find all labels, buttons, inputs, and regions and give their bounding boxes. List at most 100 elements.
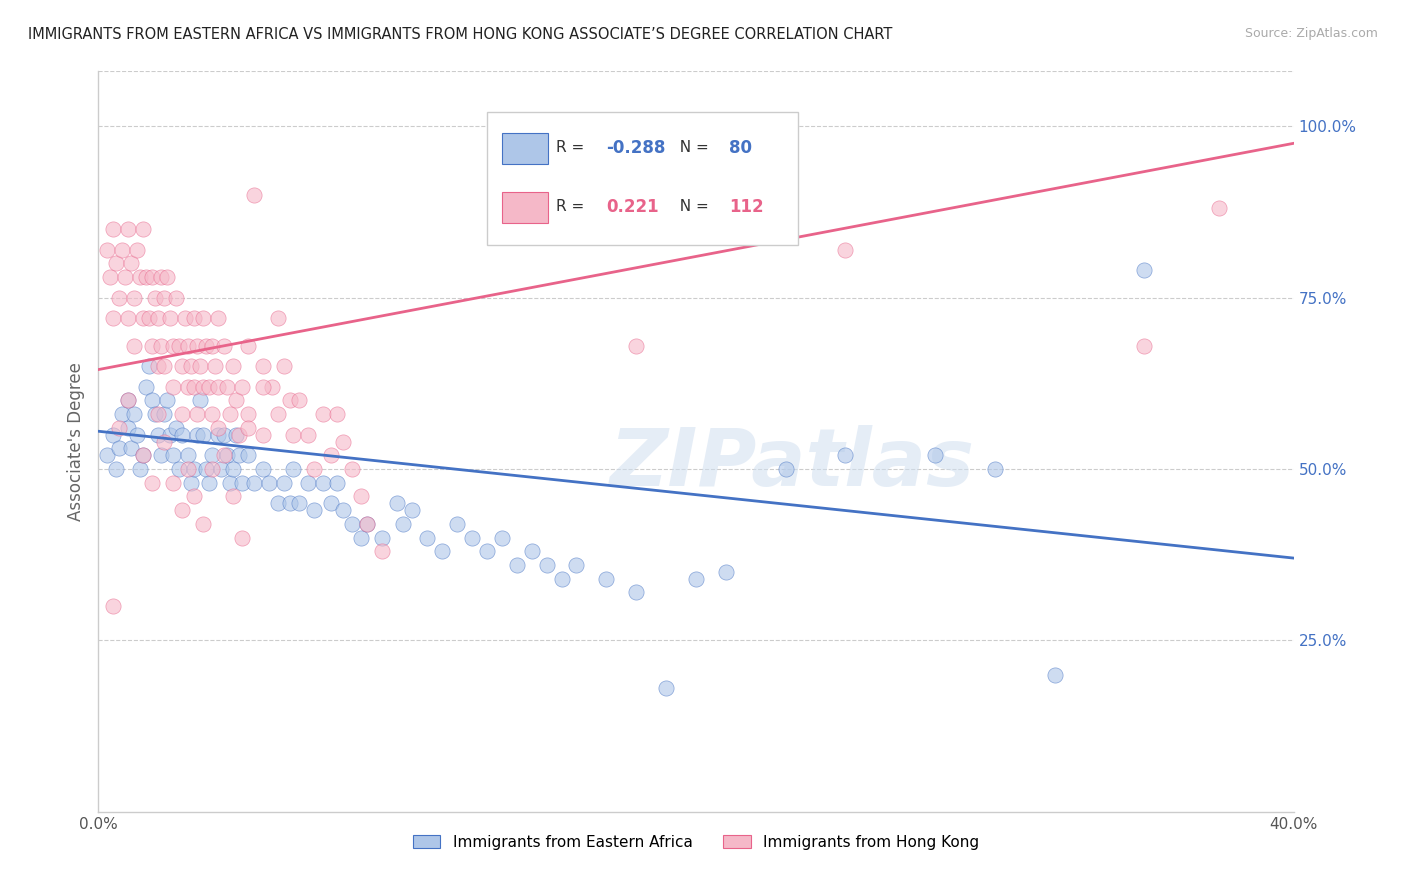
Point — [156, 393, 179, 408]
Point — [177, 448, 200, 462]
Point — [401, 503, 423, 517]
Point — [201, 407, 224, 421]
Point — [222, 359, 245, 373]
Point — [127, 427, 149, 442]
Point — [281, 427, 304, 442]
Point — [506, 558, 529, 572]
Point — [252, 462, 274, 476]
Point — [132, 448, 155, 462]
Point — [332, 503, 354, 517]
Point — [326, 475, 349, 490]
Point — [177, 338, 200, 352]
Point — [117, 222, 139, 236]
Point — [195, 462, 218, 476]
Point — [222, 462, 245, 476]
Point — [96, 243, 118, 257]
Point — [392, 516, 415, 531]
Point — [207, 380, 229, 394]
Point — [156, 270, 179, 285]
Point — [162, 448, 184, 462]
Text: N =: N = — [669, 199, 713, 214]
Point — [1133, 263, 1156, 277]
Text: Source: ZipAtlas.com: Source: ZipAtlas.com — [1244, 27, 1378, 40]
Point — [236, 421, 259, 435]
Point — [132, 311, 155, 326]
Point — [198, 475, 221, 490]
Point — [207, 421, 229, 435]
Point — [188, 393, 211, 408]
Point — [231, 475, 253, 490]
Point — [143, 407, 166, 421]
Text: -0.288: -0.288 — [606, 138, 665, 157]
Point — [228, 427, 250, 442]
Point — [201, 462, 224, 476]
Point — [834, 243, 856, 257]
Point — [153, 291, 176, 305]
Point — [1133, 338, 1156, 352]
Point — [201, 338, 224, 352]
Point — [183, 489, 205, 503]
Point — [98, 270, 122, 285]
Point — [550, 572, 572, 586]
Point — [183, 462, 205, 476]
Text: 0.221: 0.221 — [606, 198, 659, 216]
Point — [302, 462, 325, 476]
Point — [278, 393, 301, 408]
Point — [138, 359, 160, 373]
Point — [198, 380, 221, 394]
Point — [120, 442, 142, 456]
Point — [371, 531, 394, 545]
Point — [416, 531, 439, 545]
Text: R =: R = — [557, 140, 589, 155]
Point — [225, 393, 247, 408]
Point — [141, 270, 163, 285]
Text: ZIPatlas: ZIPatlas — [609, 425, 974, 503]
Point — [150, 270, 173, 285]
Point — [141, 338, 163, 352]
Point — [273, 475, 295, 490]
Point — [143, 291, 166, 305]
Point — [167, 462, 190, 476]
Point — [204, 359, 226, 373]
Point — [236, 407, 259, 421]
Point — [162, 380, 184, 394]
Point — [114, 270, 136, 285]
Point — [172, 407, 194, 421]
Point — [775, 462, 797, 476]
Bar — [502, 192, 548, 223]
Point — [117, 311, 139, 326]
Point — [148, 311, 170, 326]
Point — [191, 380, 214, 394]
Point — [446, 516, 468, 531]
Point — [491, 531, 513, 545]
Point — [287, 393, 309, 408]
Point — [148, 427, 170, 442]
Point — [215, 448, 238, 462]
Point — [120, 256, 142, 270]
Point — [225, 427, 247, 442]
Point — [124, 291, 146, 305]
Point — [252, 427, 274, 442]
Point — [191, 311, 214, 326]
Point — [321, 448, 343, 462]
Point — [260, 380, 283, 394]
Point — [231, 531, 253, 545]
Point — [342, 462, 364, 476]
Point — [311, 407, 333, 421]
Point — [252, 380, 274, 394]
Point — [105, 256, 128, 270]
Point — [212, 448, 235, 462]
Point — [228, 448, 250, 462]
Point — [924, 448, 946, 462]
Point — [595, 572, 617, 586]
Point — [536, 558, 558, 572]
Point — [834, 448, 856, 462]
Point — [201, 448, 224, 462]
Point — [165, 291, 187, 305]
Point — [626, 585, 648, 599]
FancyBboxPatch shape — [486, 112, 797, 245]
Point — [332, 434, 354, 449]
Point — [1208, 202, 1230, 216]
Point — [342, 516, 364, 531]
Point — [350, 531, 373, 545]
